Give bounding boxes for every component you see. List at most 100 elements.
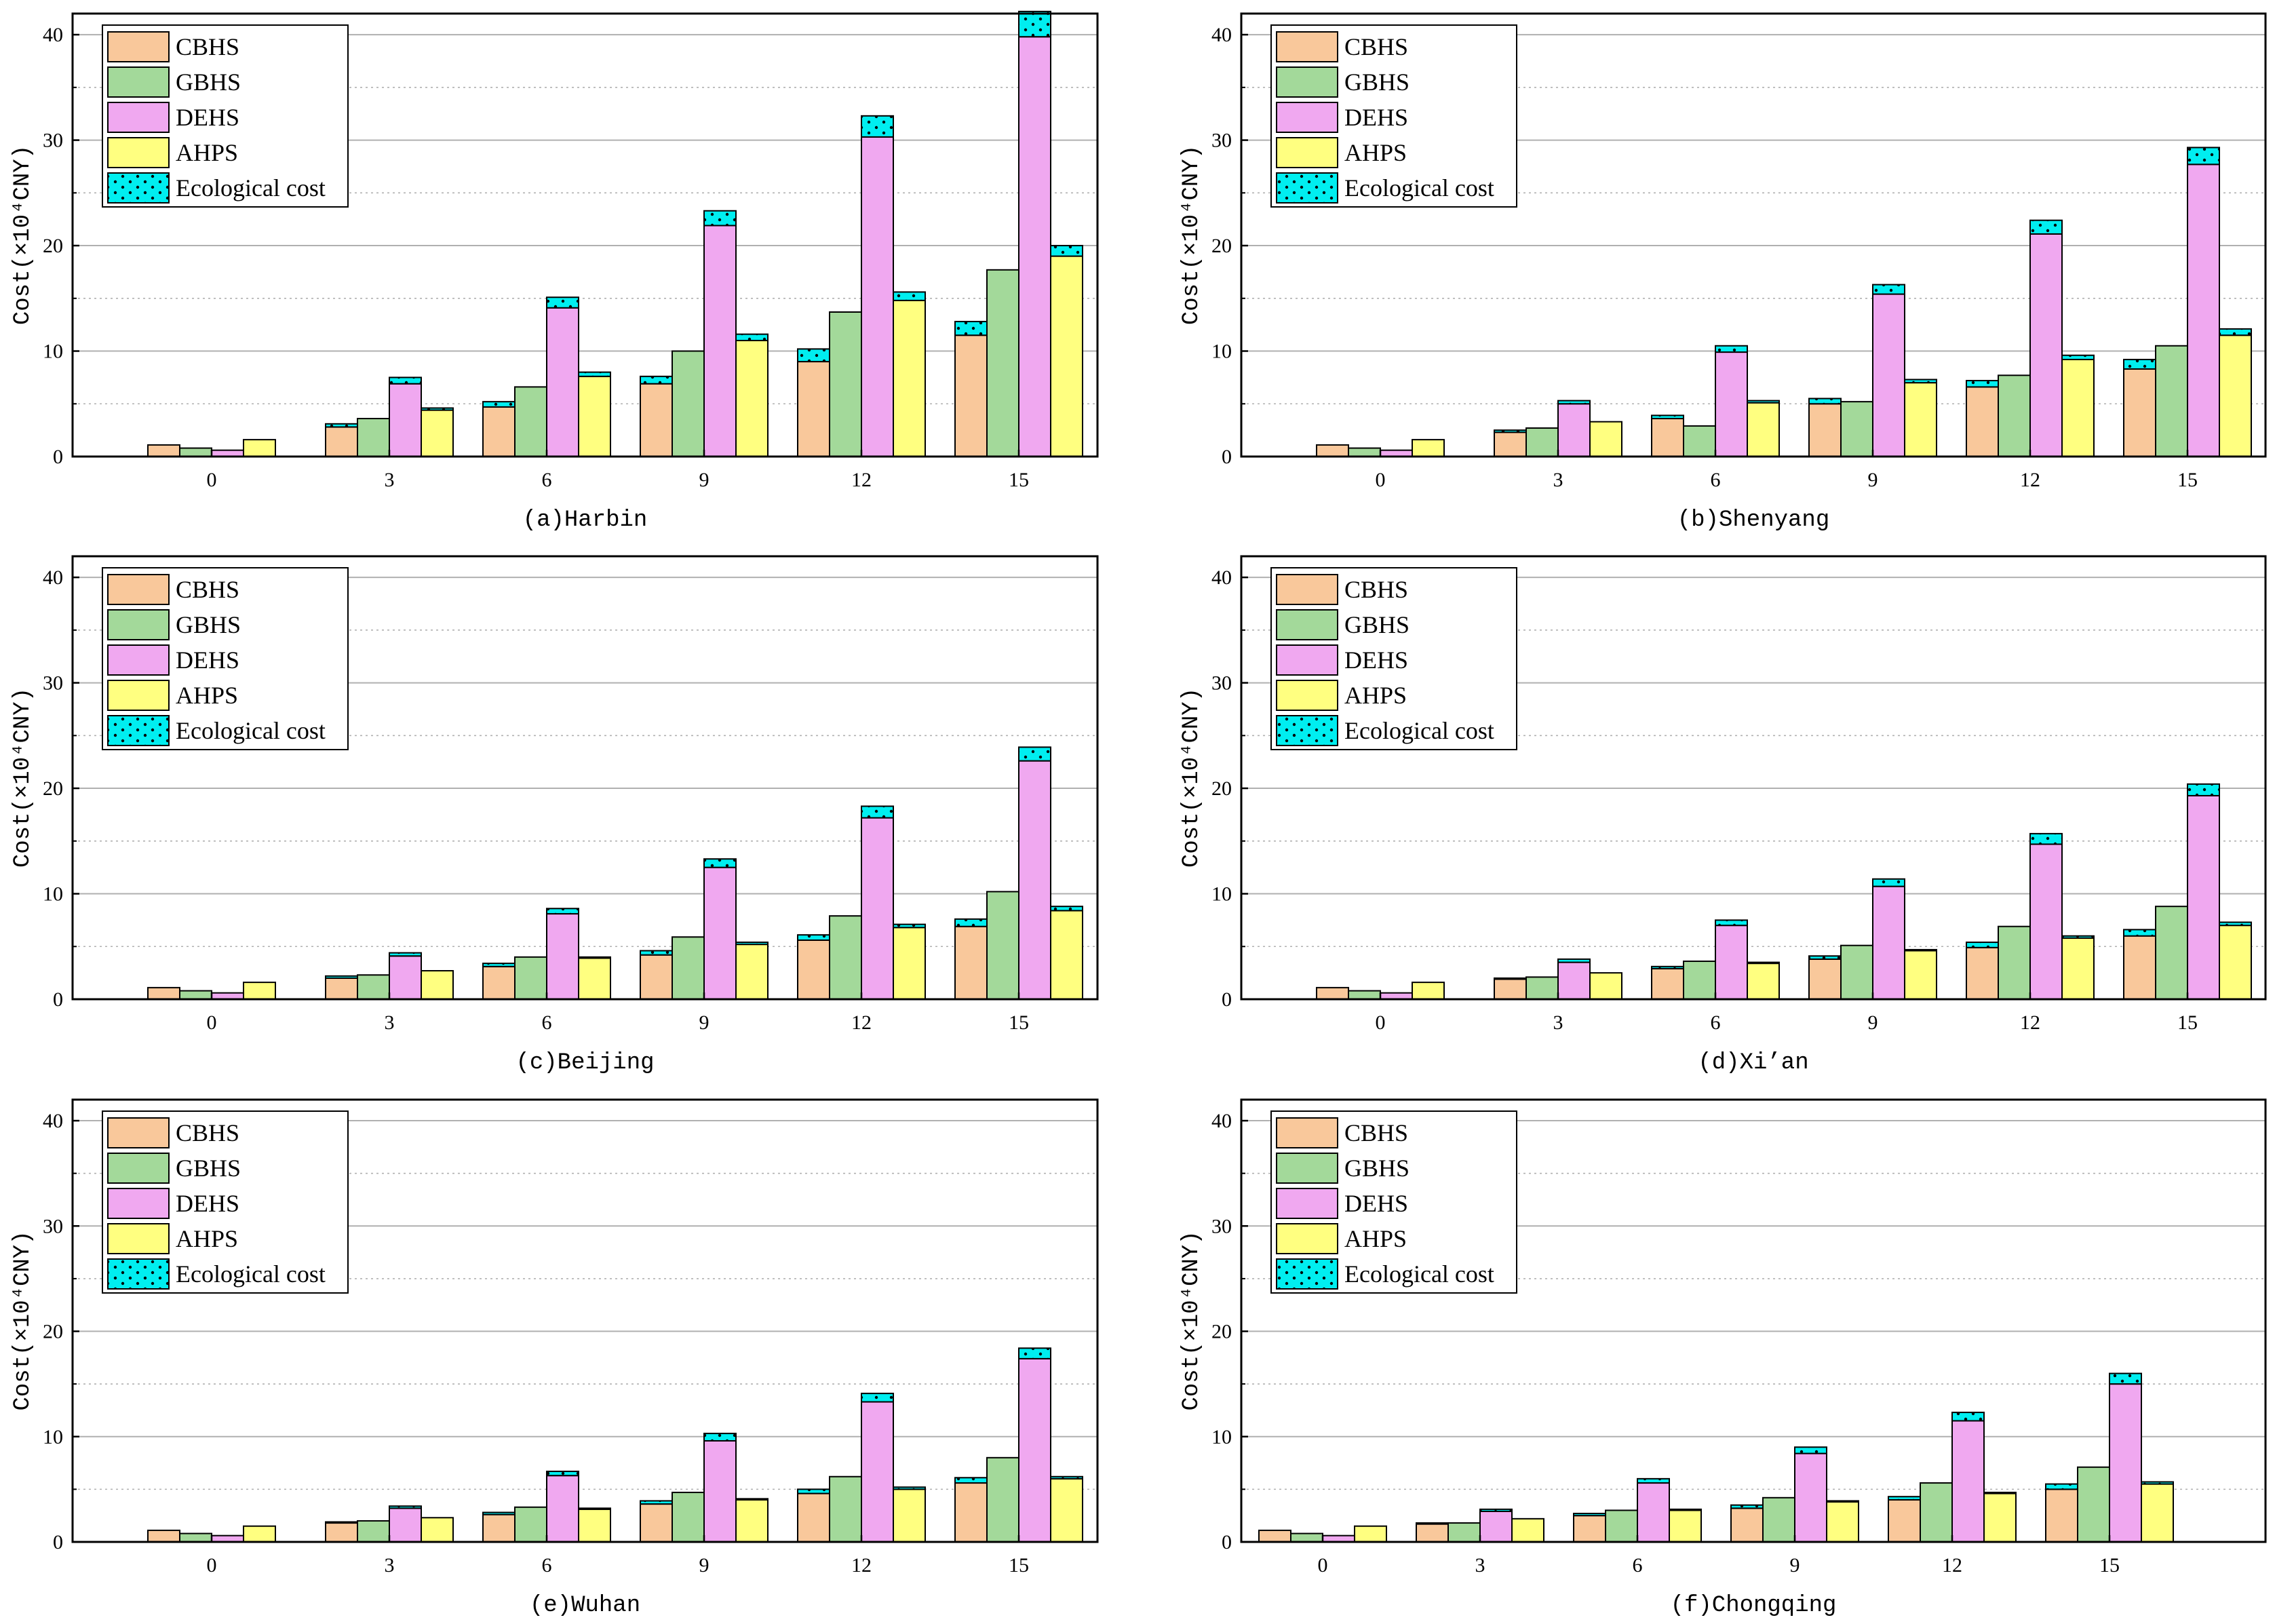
legend-label-dehs: DEHS [176,104,239,131]
x-tick-label: 15 [2177,1011,2198,1034]
chart-panel-2: 0 10 20 30 40 0 3 6 9 12 15 CBHS GBHS DEHS AHPS Ecologi… [1179,12,2267,533]
bar-gbhs [1348,447,1381,457]
bar-gbhs [179,447,212,457]
x-tick-label: 12 [2020,1011,2040,1034]
x-tick-label: 12 [851,469,872,491]
bar-ecological-cost [2141,1481,2174,1485]
legend-label-dehs: DEHS [176,646,239,674]
bar-gbhs [672,350,705,457]
x-tick-label: 3 [385,1554,395,1577]
chart-panel-1: 0 10 20 30 40 0 3 6 9 12 15 CBHS GBHS DEHS AHPS Ecologi… [10,10,1099,533]
x-tick-label: 12 [851,1554,872,1577]
bar-gbhs [829,1475,862,1543]
legend-swatch-ahps [107,137,170,168]
legend-label-cbhs: CBHS [176,576,239,603]
bar-dehs [703,225,737,457]
bar-dehs [1018,36,1051,457]
bar-ecological-cost [1018,1347,1051,1359]
bar-gbhs [1762,1496,1795,1543]
x-tick-label: 9 [699,1554,709,1577]
legend-swatch-gbhs [1276,609,1338,640]
bar-ecological-cost [1557,958,1591,963]
bar-ahps [893,299,926,457]
bar-cbhs [1651,967,1684,1000]
bar-ecological-cost [2109,1372,2142,1385]
bar-dehs [1951,1420,1985,1543]
bar-dehs [1557,403,1591,457]
x-tick-label: 0 [207,1011,217,1034]
bar-gbhs [1525,427,1559,457]
bar-ecological-cost [2123,358,2156,370]
bar-ahps [893,1488,926,1543]
bar-ahps [1354,1525,1387,1543]
bar-ecological-cost [421,407,454,411]
bar-ecological-cost [2061,354,2095,360]
y-tick-label: 0 [53,988,63,1011]
y-tick-label: 10 [1211,341,1232,363]
bar-dehs [861,817,894,1000]
legend-label-eco: Ecological cost [176,717,326,744]
bar-ahps [1050,1477,1083,1543]
bar-dehs [546,1475,579,1543]
legend-swatch-cbhs [1276,574,1338,605]
bar-ecological-cost [1050,906,1083,912]
bar-ecological-cost [578,956,611,959]
bar-ecological-cost [2123,929,2156,937]
bar-cbhs [2045,1488,2078,1543]
legend-swatch-eco [107,172,170,204]
bar-gbhs [514,956,547,1001]
bar-cbhs [325,977,358,1001]
bar-gbhs [1348,990,1381,1000]
bar-ahps [1904,950,1937,1001]
bar-ecological-cost [797,348,830,363]
legend-label-eco: Ecological cost [1344,1260,1494,1288]
legend-label-cbhs: CBHS [1344,576,1408,603]
bar-ahps [243,439,276,457]
bar-cbhs [640,383,673,458]
legend-swatch-cbhs [1276,31,1338,62]
x-tick-label: 15 [1009,1011,1029,1034]
bar-ecological-cost [2045,1483,2078,1490]
bar-ahps [421,409,454,457]
panel-title: (d)Xi’an [1698,1050,1808,1076]
y-tick-label: 0 [1222,988,1232,1011]
bar-ecological-cost [1018,746,1051,762]
bar-ecological-cost [2061,935,2095,939]
legend-label-dehs: DEHS [1344,646,1408,674]
bar-ecological-cost [1715,919,1748,927]
bar-dehs [861,136,894,458]
bar-cbhs [1730,1507,1764,1543]
bar-ecological-cost [797,1488,830,1494]
bar-cbhs [147,444,180,458]
bar-dehs [861,1401,894,1543]
y-axis-label: Cost(×10⁴CNY) [1179,145,1205,325]
legend-swatch-eco [107,715,170,746]
bar-ecological-cost [1669,1508,1702,1511]
bar-ahps [893,927,926,1001]
bar-cbhs [1808,958,1842,1001]
y-tick-label: 40 [43,1110,63,1132]
bar-ahps [243,982,276,1000]
x-tick-label: 9 [1868,1011,1878,1034]
y-axis-label: Cost(×10⁴CNY) [10,688,36,868]
bar-ecological-cost [1983,1492,2017,1494]
bar-dehs [1715,351,1748,457]
x-tick-label: 0 [1318,1554,1328,1577]
bar-ecological-cost [954,320,988,336]
bar-dehs [703,866,737,1001]
legend-swatch-eco [1276,715,1338,746]
bar-ecological-cost [861,1393,894,1403]
bar-ecological-cost [1808,398,1842,405]
bar-ahps [1589,972,1622,1001]
chart-panel-4: 0 10 20 30 40 0 3 6 9 12 15 CBHS GBHS DEHS AHPS Ecologi… [1179,555,2267,1076]
bar-ecological-cost [2187,783,2220,796]
bar-dehs [389,955,422,1000]
bar-dehs [2029,233,2063,457]
x-tick-label: 0 [207,469,217,491]
x-tick-label: 6 [1711,1011,1721,1034]
bar-ahps [1747,963,1780,1000]
bar-gbhs [1920,1482,1953,1543]
y-tick-label: 30 [43,672,63,695]
bar-ecological-cost [1557,400,1591,405]
